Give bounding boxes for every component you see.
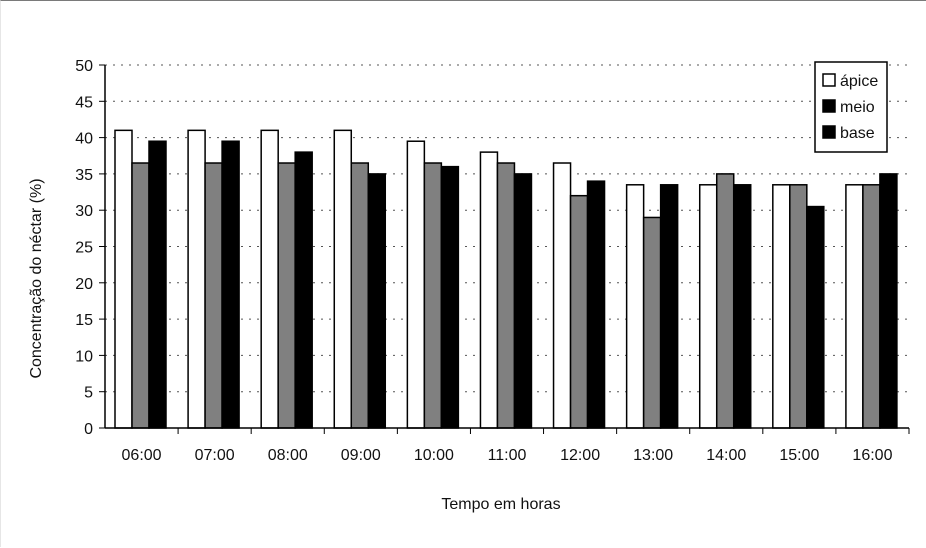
legend-entries: ápice meio base: [822, 73, 878, 142]
y-tick-label: 35: [75, 167, 93, 184]
y-tick-label: 45: [75, 94, 93, 111]
bar-apice: [552, 162, 572, 429]
legend-swatch: [822, 73, 836, 87]
bar-apice: [479, 151, 499, 429]
x-tick-label: 13:00: [633, 447, 673, 464]
x-tick-label: 14:00: [706, 447, 746, 464]
y-tick-label: 5: [84, 385, 93, 402]
x-tick-labels: 06:00 07:00 08:00 09:00 10:00 11:00 12:00 13:00…: [122, 428, 910, 464]
bar-base: [148, 140, 167, 429]
y-tick-labels: 0 5 10 15 20 25 30 35 40 45 50: [75, 58, 105, 438]
bar-base: [367, 173, 387, 429]
y-tick-label: 25: [75, 240, 93, 257]
bar-base: [879, 173, 898, 429]
x-tick-label: 11:00: [488, 447, 527, 464]
legend-label: ápice: [840, 73, 878, 90]
bar-meio: [715, 173, 735, 429]
y-tick-label: 15: [75, 312, 93, 329]
bar-meio: [204, 162, 223, 429]
y-tick-label: 10: [75, 348, 93, 365]
bar-base: [806, 205, 825, 429]
bar-apice: [114, 129, 133, 429]
y-axis-title: Concentração do néctar (%): [28, 178, 45, 378]
bar-base: [586, 180, 606, 429]
bar-meio: [789, 184, 808, 429]
bar-apice: [698, 184, 718, 429]
x-tick-label: 15:00: [779, 447, 819, 464]
y-tick-label: 0: [84, 421, 93, 438]
y-tick-label: 20: [75, 276, 93, 293]
bar-meio: [569, 194, 589, 429]
x-tick-label: 10:00: [414, 447, 454, 464]
x-tick-label: 16:00: [852, 447, 892, 464]
bar-apice: [772, 184, 791, 429]
bar-base: [732, 184, 752, 429]
bar-apice: [333, 129, 353, 429]
bar-apice: [187, 129, 206, 429]
y-tick-label: 30: [75, 203, 93, 220]
bar-meio: [496, 162, 516, 429]
bar-meio: [862, 184, 881, 429]
bar-meio: [642, 216, 662, 429]
bar-base: [513, 173, 533, 429]
bar-meio: [131, 162, 150, 429]
x-tick-label: 12:00: [560, 447, 600, 464]
legend: ápice meio base: [814, 61, 888, 153]
y-tick-label: 50: [75, 58, 93, 75]
bars: [114, 129, 898, 429]
bar-base: [659, 184, 679, 429]
bar-apice: [845, 184, 864, 429]
legend-label: meio: [840, 99, 875, 116]
y-tick-label: 40: [75, 131, 93, 148]
bar-base: [440, 165, 460, 429]
bar-meio: [423, 162, 443, 429]
x-tick-label: 08:00: [268, 447, 308, 464]
bar-base: [221, 140, 240, 429]
legend-label: base: [840, 125, 875, 142]
legend-swatch: [822, 125, 836, 139]
x-tick-label: 09:00: [341, 447, 381, 464]
x-tick-label: 07:00: [195, 447, 235, 464]
bar-apice: [625, 184, 645, 429]
bar-meio: [350, 162, 370, 429]
x-tick-label: 06:00: [122, 447, 162, 464]
bar-apice: [260, 129, 279, 429]
legend-swatch: [822, 99, 836, 113]
bar-base: [294, 151, 313, 429]
bar-meio: [277, 162, 296, 429]
bar-apice: [406, 140, 426, 429]
x-axis-title: Tempo em horas: [441, 496, 560, 513]
